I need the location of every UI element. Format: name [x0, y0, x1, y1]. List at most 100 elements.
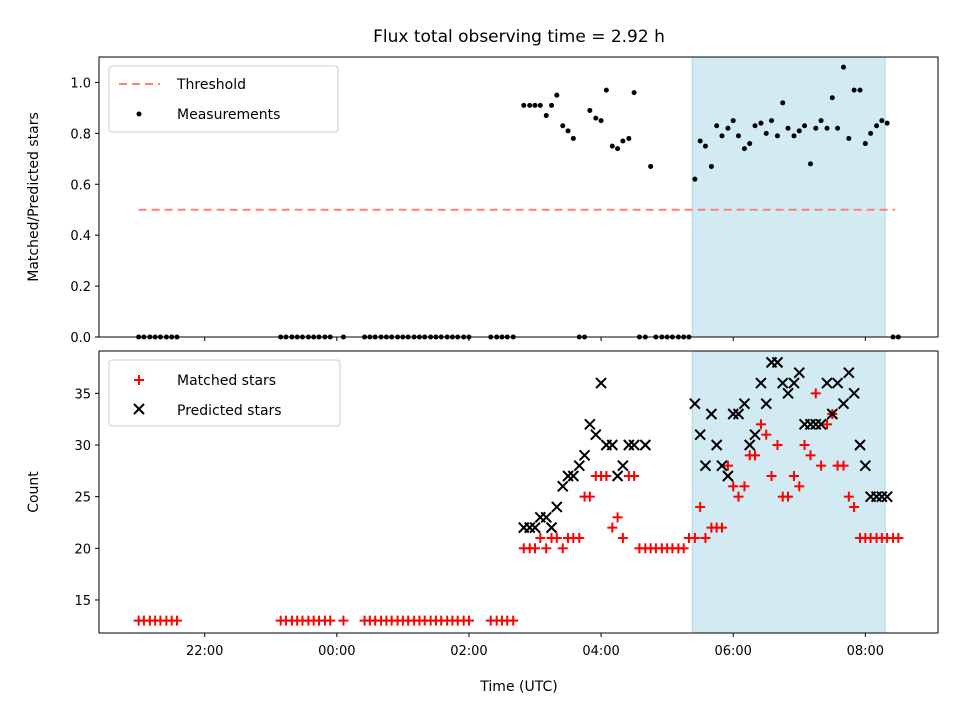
measurement-point	[532, 102, 538, 108]
predicted-star-point	[590, 428, 602, 441]
measurement-point	[554, 92, 560, 98]
bottom-y-ticks: 15 20 25 30 35	[74, 387, 99, 609]
bottom-legend-box	[108, 359, 341, 427]
top-y-tick-label: 0.6	[70, 178, 91, 193]
predicted-star-point	[738, 397, 751, 410]
x-axis-label: Time (UTC)	[479, 679, 557, 695]
matched-star-point	[678, 543, 689, 554]
measurement-point	[615, 146, 621, 152]
measurement-point	[735, 133, 741, 139]
predicted-star-point	[837, 397, 850, 410]
predicted-star-point	[540, 511, 552, 524]
bottom-axes-frame	[98, 350, 939, 634]
matched-stars-points	[133, 388, 904, 626]
matched-star-point	[788, 470, 799, 481]
predicted-star-point	[578, 449, 591, 462]
matched-star-point	[772, 440, 783, 450]
matched-star-point	[508, 615, 519, 626]
measurement-point	[752, 123, 758, 129]
matched-star-point	[816, 460, 827, 471]
predicted-star-point	[722, 470, 734, 482]
predicted-star-point	[611, 470, 624, 482]
matched-star-point	[733, 491, 744, 502]
predicted-star-point	[831, 377, 844, 389]
matched-star-point	[695, 501, 706, 512]
top-y-ticks: 0.0 0.2 0.4 0.6 0.8 1.0	[70, 76, 99, 346]
measurement-point	[802, 123, 808, 129]
measurement-point	[714, 123, 720, 129]
measurement-point	[631, 90, 637, 96]
measurement-point	[868, 130, 874, 136]
measurement-point	[884, 120, 890, 126]
matched-star-point	[612, 512, 623, 523]
predicted-star-point	[567, 470, 580, 482]
measurement-point	[796, 128, 802, 134]
matched-star-point	[557, 543, 568, 554]
matched-star-point	[755, 419, 766, 430]
measurement-point	[543, 113, 549, 119]
measurement-point	[835, 125, 841, 131]
top-y-tick-label: 0.0	[70, 331, 91, 346]
predicted-star-point	[859, 459, 872, 472]
predicted-star-point	[584, 418, 596, 431]
matched-star-point	[607, 522, 618, 533]
measurement-point	[818, 118, 824, 124]
matched-star-point	[799, 440, 810, 450]
measurement-point	[549, 102, 555, 108]
measurement-point	[774, 133, 780, 139]
bot-y-tick-label: 20	[74, 542, 91, 557]
matched-star-point	[463, 615, 474, 626]
matched-star-point	[750, 450, 761, 461]
predicted-star-point	[595, 377, 607, 389]
measurement-point	[758, 120, 764, 126]
measurement-point	[537, 102, 543, 108]
measurement-point	[747, 141, 753, 147]
matched-star-point	[805, 450, 816, 461]
bottom-panel: 15 20 25 30 35 22:00 00:00 02:00 04:00 06:00 08:0…	[26, 350, 939, 695]
x-tick-label: 02:00	[450, 644, 487, 659]
top-y-tick-label: 0.8	[70, 127, 91, 142]
matched-star-point	[739, 481, 750, 492]
matched-star-point	[601, 470, 612, 481]
measurement-point	[874, 123, 880, 129]
matched-star-point	[617, 532, 628, 543]
measurement-point	[807, 161, 813, 167]
measurement-point	[527, 102, 533, 108]
predicted-star-point	[782, 387, 794, 400]
matched-star-point	[535, 532, 546, 543]
measurement-point	[620, 138, 626, 144]
measurement-point	[769, 118, 775, 124]
predicted-star-point	[606, 439, 619, 451]
measurement-point	[730, 118, 736, 124]
x-tick-label: 22:00	[186, 644, 223, 659]
matched-star-point	[530, 543, 541, 554]
bottom-legend: Matched stars Predicted stars	[108, 359, 341, 427]
top-y-tick-label: 1.0	[70, 76, 91, 91]
matched-star-point	[574, 532, 585, 543]
predicted-star-point	[551, 501, 563, 513]
measurement-point	[824, 125, 830, 131]
legend-threshold-label: Threshold	[176, 77, 246, 93]
top-y-tick-label: 0.2	[70, 280, 91, 295]
predicted-star-point	[760, 397, 772, 410]
predicted-star-point	[694, 428, 706, 441]
matched-star-point	[689, 532, 700, 543]
measurement-point	[780, 100, 786, 106]
measurement-point	[565, 128, 571, 134]
predicted-star-point	[545, 521, 558, 534]
legend-matched-label: Matched stars	[177, 373, 276, 389]
bottom-y-axis-label: Count	[26, 471, 42, 513]
measurement-point	[521, 102, 527, 108]
top-y-axis-label: Matched/Predicted stars	[26, 112, 42, 282]
predicted-star-point	[755, 377, 767, 389]
bot-y-tick-label: 30	[74, 439, 91, 454]
matched-star-point	[822, 419, 833, 430]
measurement-point	[593, 115, 599, 121]
measurement-point	[626, 135, 632, 141]
measurement-point	[702, 143, 708, 149]
measurement-point	[851, 87, 857, 93]
matched-star-point	[325, 615, 336, 626]
matched-star-point	[794, 481, 805, 492]
measurement-point	[648, 163, 654, 169]
predicted-star-point	[732, 408, 745, 420]
